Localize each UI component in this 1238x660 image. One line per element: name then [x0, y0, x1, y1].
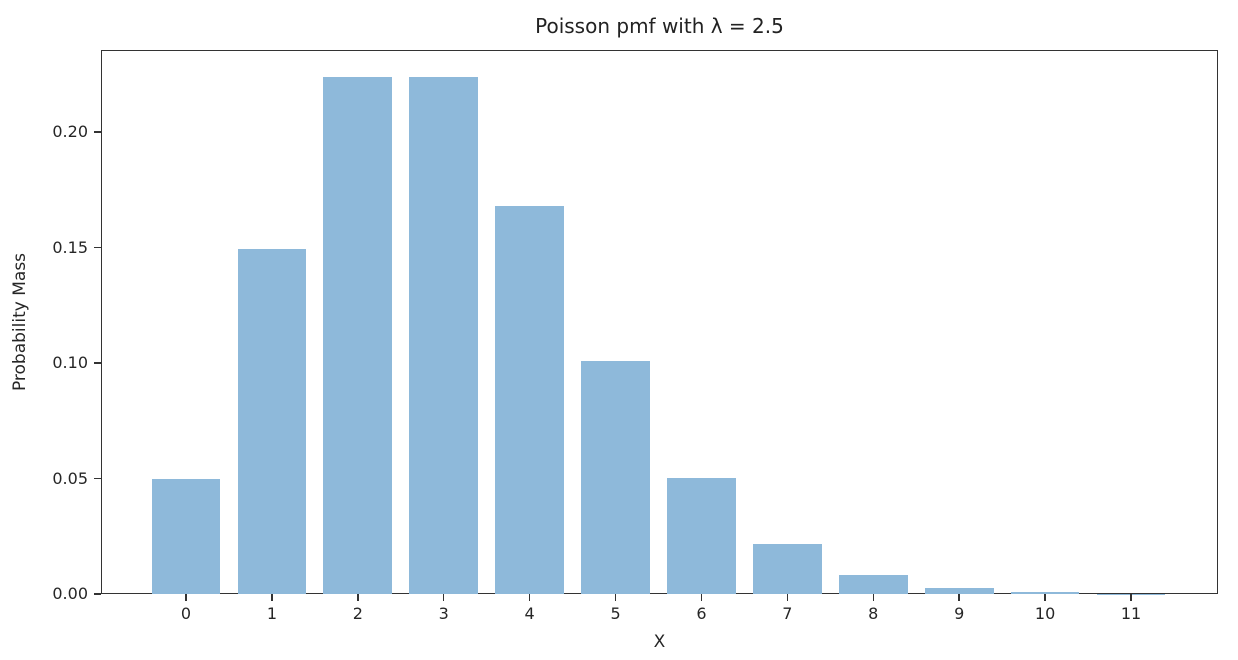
x-tick-mark — [357, 594, 359, 601]
plot-area — [101, 50, 1218, 594]
x-tick-label: 4 — [524, 604, 535, 623]
y-axis-label: Probability Mass — [10, 252, 30, 392]
bar-x-3 — [409, 76, 479, 594]
x-tick-label: 0 — [180, 604, 192, 623]
bar-x-0 — [151, 478, 221, 594]
x-tick-mark — [786, 594, 789, 601]
x-tick-mark — [614, 594, 617, 601]
y-tick-label: 0.00 — [52, 584, 88, 603]
bar-x-10 — [1010, 592, 1080, 594]
y-tick-label: 0.15 — [52, 237, 88, 257]
x-tick-label: 5 — [610, 604, 621, 623]
bar-x-4 — [495, 205, 564, 594]
x-tick-mark — [528, 594, 531, 601]
x-tick-mark — [700, 594, 703, 601]
x-tick-label: 6 — [696, 604, 707, 623]
bar-x-1 — [237, 248, 307, 594]
y-tick-label: 0.05 — [52, 468, 88, 488]
bar-x-9 — [924, 587, 994, 594]
y-tick-mark — [94, 362, 101, 364]
x-axis-label: X — [653, 632, 666, 652]
x-tick-mark — [1044, 594, 1046, 601]
x-tick-label: 2 — [352, 604, 363, 623]
y-tick-label: 0.20 — [52, 122, 88, 141]
y-tick-mark — [94, 593, 101, 595]
x-tick-mark — [271, 594, 273, 601]
x-tick-mark — [1130, 594, 1132, 601]
bar-x-7 — [753, 544, 822, 594]
chart-title: Poisson pmf with λ = 2.5 — [535, 14, 784, 38]
y-tick-mark — [94, 131, 101, 133]
y-tick-mark — [94, 477, 101, 480]
y-tick-label: 0.10 — [52, 353, 88, 372]
x-tick-mark — [872, 594, 874, 601]
y-tick-mark — [94, 246, 101, 249]
bar-x-6 — [667, 477, 736, 594]
x-tick-mark — [443, 594, 445, 601]
bar-x-2 — [323, 76, 393, 594]
x-tick-mark — [958, 594, 960, 601]
x-tick-label: 1 — [266, 604, 277, 623]
x-tick-mark — [185, 594, 187, 601]
x-tick-label: 3 — [438, 604, 449, 623]
x-tick-label: 10 — [1034, 604, 1056, 623]
x-tick-label: 9 — [954, 604, 965, 623]
x-tick-label: 11 — [1120, 604, 1142, 623]
bar-x-5 — [581, 361, 650, 594]
x-tick-label: 7 — [782, 604, 793, 623]
bar-x-8 — [838, 575, 908, 594]
x-tick-label: 8 — [868, 604, 879, 623]
